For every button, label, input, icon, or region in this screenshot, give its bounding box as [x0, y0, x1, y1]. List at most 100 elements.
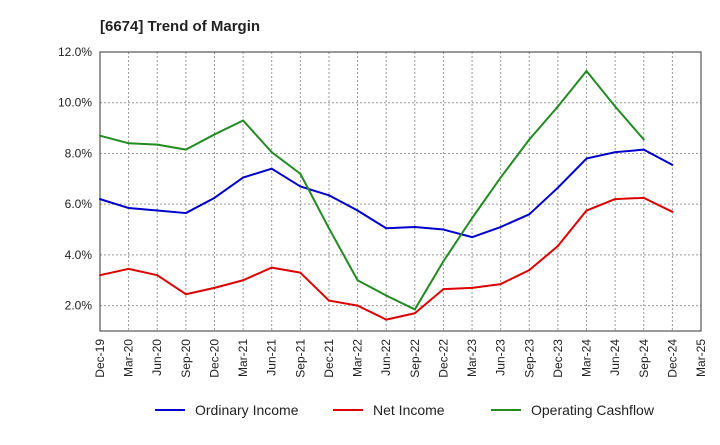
data-point-ordinary-income — [642, 148, 645, 151]
y-tick-label: 4.0% — [65, 248, 93, 262]
data-point-ordinary-income — [499, 226, 502, 229]
data-point-operating-cashflow — [299, 172, 302, 175]
data-point-net-income — [213, 286, 216, 289]
x-tick-label: Dec-21 — [322, 339, 336, 378]
data-point-operating-cashflow — [385, 294, 388, 297]
x-tick-label: Mar-21 — [236, 339, 250, 377]
data-point-operating-cashflow — [499, 176, 502, 179]
x-tick-label: Dec-23 — [551, 339, 565, 378]
x-tick-label: Sep-23 — [522, 339, 536, 378]
x-tick-label: Sep-20 — [179, 339, 193, 378]
data-point-ordinary-income — [127, 206, 130, 209]
data-point-operating-cashflow — [99, 134, 101, 137]
x-tick-label: Mar-25 — [694, 339, 708, 377]
x-tick-label: Dec-19 — [93, 339, 107, 378]
data-point-ordinary-income — [471, 236, 474, 239]
x-tick-label: Sep-22 — [408, 339, 422, 378]
series-layer — [99, 70, 674, 321]
data-point-net-income — [671, 210, 674, 213]
data-point-net-income — [327, 299, 330, 302]
data-point-operating-cashflow — [413, 308, 416, 311]
data-point-net-income — [242, 279, 245, 282]
x-tick-label: Mar-22 — [351, 339, 365, 377]
data-point-net-income — [585, 209, 588, 212]
data-point-ordinary-income — [671, 163, 674, 166]
data-point-net-income — [356, 304, 359, 307]
x-tick-label: Sep-24 — [637, 339, 651, 378]
data-point-ordinary-income — [327, 194, 330, 197]
data-point-ordinary-income — [242, 176, 245, 179]
data-point-ordinary-income — [270, 167, 273, 170]
y-tick-label: 10.0% — [58, 96, 92, 110]
y-tick-label: 2.0% — [65, 299, 93, 313]
data-point-ordinary-income — [356, 209, 359, 212]
plot-frame — [99, 51, 702, 332]
data-point-net-income — [385, 318, 388, 321]
legend-label-net-income: Net Income — [373, 402, 445, 418]
data-point-ordinary-income — [213, 196, 216, 199]
y-axis-ticks: 2.0% 4.0% 6.0% 8.0% 10.0% 12.0% — [58, 45, 92, 313]
x-tick-label: Dec-24 — [665, 339, 679, 378]
data-point-operating-cashflow — [614, 105, 617, 108]
data-point-ordinary-income — [184, 212, 187, 215]
x-tick-label: Jun-20 — [150, 339, 164, 376]
data-point-ordinary-income — [413, 226, 416, 229]
data-point-operating-cashflow — [327, 227, 330, 230]
data-point-operating-cashflow — [270, 151, 273, 154]
data-point-operating-cashflow — [642, 138, 645, 141]
data-point-operating-cashflow — [442, 260, 445, 263]
data-point-net-income — [471, 286, 474, 289]
data-point-operating-cashflow — [213, 133, 216, 136]
data-point-ordinary-income — [299, 185, 302, 188]
x-tick-label: Jun-22 — [379, 339, 393, 376]
series-line-operating-cashflow — [99, 70, 645, 311]
y-tick-label: 8.0% — [65, 146, 93, 160]
data-point-ordinary-income — [385, 227, 388, 230]
grid-layer — [99, 51, 702, 331]
x-axis-ticks: Dec-19 Mar-20 Jun-20 Sep-20 Dec-20 Mar-21 Jun-… — [93, 339, 708, 378]
y-tick-label: 6.0% — [65, 197, 93, 211]
x-tick-label: Jun-21 — [265, 339, 279, 376]
data-point-operating-cashflow — [184, 148, 187, 151]
data-point-operating-cashflow — [556, 105, 559, 108]
legend-label-operating-cashflow: Operating Cashflow — [531, 402, 655, 418]
x-tick-label: Dec-22 — [436, 339, 450, 378]
data-point-net-income — [299, 271, 302, 274]
y-tick-label: 12.0% — [58, 45, 92, 59]
data-point-net-income — [156, 274, 159, 277]
data-point-net-income — [556, 245, 559, 248]
data-point-operating-cashflow — [156, 143, 159, 146]
data-point-ordinary-income — [442, 228, 445, 231]
x-tick-label: Jun-24 — [608, 339, 622, 376]
data-point-ordinary-income — [585, 157, 588, 160]
data-point-net-income — [614, 198, 617, 201]
data-point-operating-cashflow — [242, 119, 245, 122]
data-point-operating-cashflow — [127, 142, 130, 145]
data-point-net-income — [642, 196, 645, 199]
data-point-net-income — [270, 266, 273, 269]
data-point-ordinary-income — [614, 151, 617, 154]
data-point-net-income — [127, 267, 130, 270]
data-point-net-income — [499, 283, 502, 286]
data-point-net-income — [184, 293, 187, 296]
data-point-operating-cashflow — [585, 70, 588, 73]
legend-label-ordinary-income: Ordinary Income — [195, 402, 299, 418]
data-point-net-income — [413, 312, 416, 315]
data-point-ordinary-income — [156, 209, 159, 212]
x-tick-label: Mar-20 — [122, 339, 136, 377]
data-point-ordinary-income — [556, 186, 559, 189]
x-tick-label: Mar-24 — [580, 339, 594, 377]
data-point-operating-cashflow — [356, 279, 359, 282]
data-point-ordinary-income — [528, 213, 531, 216]
data-point-net-income — [99, 274, 101, 277]
x-tick-label: Jun-23 — [494, 339, 508, 376]
legend: Ordinary Income Net Income Operating Cashf… — [155, 402, 655, 418]
data-point-operating-cashflow — [471, 217, 474, 220]
data-point-net-income — [442, 288, 445, 291]
data-point-net-income — [528, 269, 531, 272]
x-tick-label: Dec-20 — [207, 339, 221, 378]
data-point-operating-cashflow — [528, 138, 531, 141]
data-point-ordinary-income — [99, 198, 101, 201]
